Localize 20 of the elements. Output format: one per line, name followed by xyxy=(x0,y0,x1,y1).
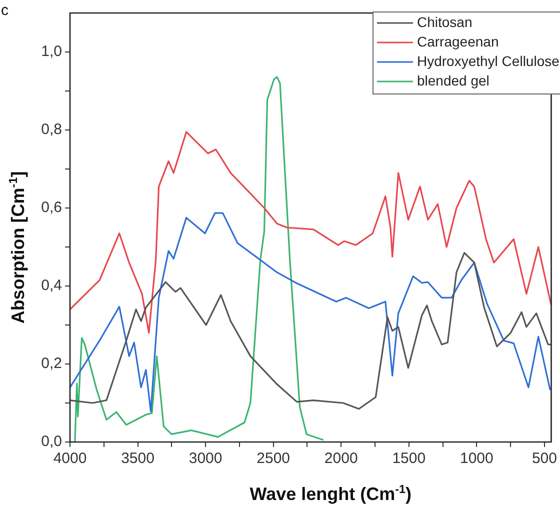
x-tick-label: 500 xyxy=(532,450,557,468)
legend-label: Chitosan xyxy=(417,14,472,30)
x-tick-label: 1000 xyxy=(460,450,494,468)
x-tick-label: 3500 xyxy=(121,450,154,468)
chart-title: c xyxy=(1,2,9,19)
x-tick-label: 4000 xyxy=(53,450,87,468)
y-tick-label: 0,6 xyxy=(41,199,62,216)
y-tick-label: 0,4 xyxy=(41,277,62,294)
legend-label: Carrageenan xyxy=(417,33,499,50)
y-tick-label: 0,2 xyxy=(41,355,62,372)
legend-label: Hydroxyethyl Cellulose xyxy=(417,52,560,69)
x-tick-label: 3000 xyxy=(188,450,222,468)
y-axis-title: Absorption [Cm-1] xyxy=(6,171,28,324)
x-tick-label: 1500 xyxy=(392,450,426,468)
y-tick-label: 0,8 xyxy=(41,121,62,138)
x-tick-label: 2000 xyxy=(324,450,358,468)
y-tick-label: 1,0 xyxy=(41,43,62,60)
legend-label: blended gel xyxy=(417,72,490,88)
x-tick-label: 2500 xyxy=(256,450,290,468)
y-tick-label: 0,0 xyxy=(41,433,62,450)
